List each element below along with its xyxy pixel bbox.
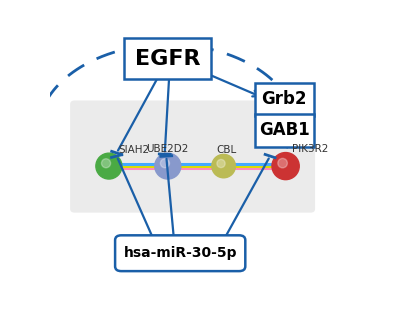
FancyBboxPatch shape <box>115 235 245 271</box>
Ellipse shape <box>102 159 110 168</box>
Text: GAB1: GAB1 <box>259 121 310 139</box>
Text: CBL: CBL <box>216 145 237 155</box>
Text: hsa-miR-30-5p: hsa-miR-30-5p <box>124 246 237 260</box>
Ellipse shape <box>272 153 299 180</box>
FancyBboxPatch shape <box>124 38 211 79</box>
Text: SIAH2: SIAH2 <box>118 145 149 155</box>
Ellipse shape <box>212 154 235 178</box>
Ellipse shape <box>96 153 122 179</box>
Text: PIK3R2: PIK3R2 <box>292 144 328 154</box>
Ellipse shape <box>278 158 287 168</box>
Text: EGFR: EGFR <box>135 49 200 69</box>
FancyBboxPatch shape <box>255 113 314 147</box>
FancyBboxPatch shape <box>255 82 314 116</box>
Text: Grb2: Grb2 <box>261 90 307 108</box>
Ellipse shape <box>217 159 225 168</box>
Ellipse shape <box>160 159 170 168</box>
Ellipse shape <box>155 153 181 179</box>
FancyBboxPatch shape <box>70 100 315 213</box>
Text: UBE2D2: UBE2D2 <box>147 144 189 154</box>
